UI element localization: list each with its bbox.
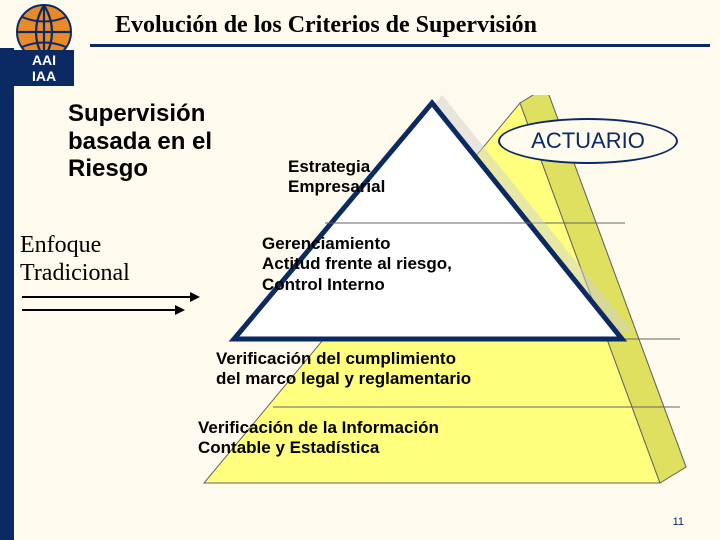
enfoque-line2: Tradicional — [20, 260, 130, 286]
enfoque-line1: Enfoque — [20, 232, 101, 258]
pyramid-layer-3: Verificación del cumplimiento del marco … — [216, 349, 471, 390]
pyramid-layer-4: Verificación de la Información Contable … — [198, 418, 439, 459]
actuario-label: ACTUARIO — [531, 128, 645, 154]
subtitle-line3: Riesgo — [68, 155, 148, 182]
pyramid-layer-2: Gerenciamiento Actitud frente al riesgo,… — [262, 234, 452, 295]
layer2-line2: Actitud frente al riesgo, — [262, 254, 452, 273]
layer4-line1: Verificación de la Información — [198, 418, 439, 437]
layer3-line1: Verificación del cumplimiento — [216, 349, 456, 368]
title-underline — [90, 44, 710, 47]
layer2-line3: Control Interno — [262, 275, 385, 294]
pyramid-layer-1: Estrategia Empresarial — [288, 157, 385, 198]
layer3-line2: del marco legal y reglamentario — [216, 369, 471, 388]
actuario-ellipse: ACTUARIO — [498, 118, 678, 164]
left-nav-strip — [0, 48, 14, 540]
arrow-2-line — [22, 309, 177, 311]
header: AAI IAA Evolución de los Criterios de Su… — [0, 0, 720, 68]
aai-iaa-logo: AAI IAA — [8, 4, 86, 88]
layer4-line2: Contable y Estadística — [198, 438, 379, 457]
svg-text:IAA: IAA — [32, 68, 56, 84]
page-title: Evolución de los Criterios de Supervisió… — [115, 12, 537, 39]
layer1-line1: Estrategia — [288, 157, 370, 176]
svg-text:AAI: AAI — [32, 52, 56, 68]
layer2-line1: Gerenciamiento — [262, 234, 391, 253]
label-enfoque-tradicional: Enfoque Tradicional — [20, 232, 130, 287]
page-number: 11 — [673, 516, 684, 528]
layer1-line2: Empresarial — [288, 177, 385, 196]
